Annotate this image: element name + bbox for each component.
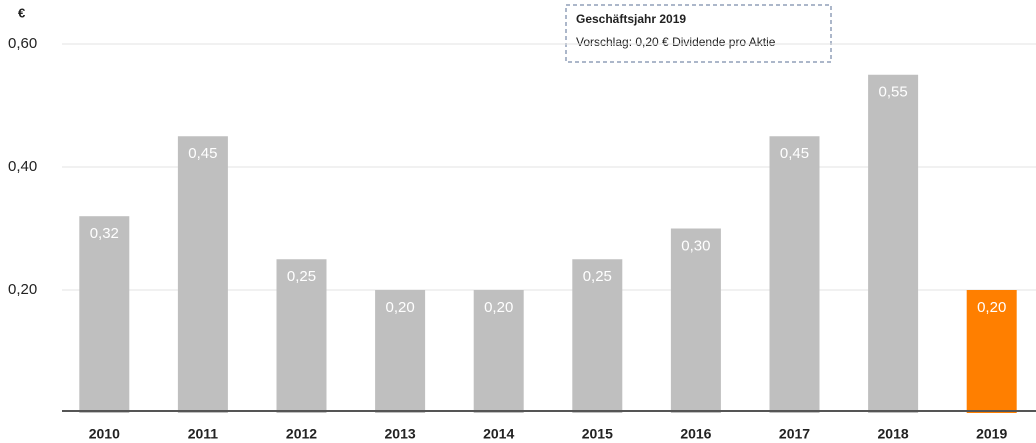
x-tick-label: 2012 (286, 426, 317, 442)
value-label: 0,20 (385, 299, 414, 316)
value-label: 0,55 (878, 84, 907, 101)
x-tick-label: 2019 (976, 426, 1007, 442)
value-label: 0,45 (780, 145, 809, 162)
bar (572, 259, 623, 413)
value-label: 0,20 (977, 299, 1006, 316)
bar (79, 216, 130, 413)
value-label: 0,25 (287, 268, 316, 285)
bar (473, 290, 524, 413)
bar (868, 74, 919, 413)
x-tick-label: 2016 (680, 426, 711, 442)
bar (375, 290, 426, 413)
bar (276, 259, 327, 413)
x-tick-label: 2015 (582, 426, 613, 442)
x-tick-label: 2017 (779, 426, 810, 442)
unit-label: € (18, 5, 25, 20)
value-label: 0,32 (90, 225, 119, 242)
y-tick-label: 0,40 (8, 158, 37, 175)
x-tick-label: 2018 (878, 426, 909, 442)
x-tick-label: 2014 (483, 426, 514, 442)
bar (177, 136, 228, 413)
annotation-text: Vorschlag: 0,20 € Dividende pro Aktie (576, 35, 776, 49)
value-label: 0,25 (583, 268, 612, 285)
annotation-title: Geschäftsjahr 2019 (576, 12, 686, 26)
x-tick-label: 2011 (188, 426, 219, 442)
x-tick-label: 2010 (89, 426, 120, 442)
x-tick-label: 2013 (385, 426, 416, 442)
y-tick-label: 0,20 (8, 281, 37, 298)
value-label: 0,30 (681, 237, 710, 254)
bar (769, 136, 820, 413)
bar (670, 228, 721, 413)
value-label: 0,20 (484, 299, 513, 316)
value-label: 0,45 (188, 145, 217, 162)
y-tick-label: 0,60 (8, 35, 37, 52)
bar (966, 290, 1017, 413)
